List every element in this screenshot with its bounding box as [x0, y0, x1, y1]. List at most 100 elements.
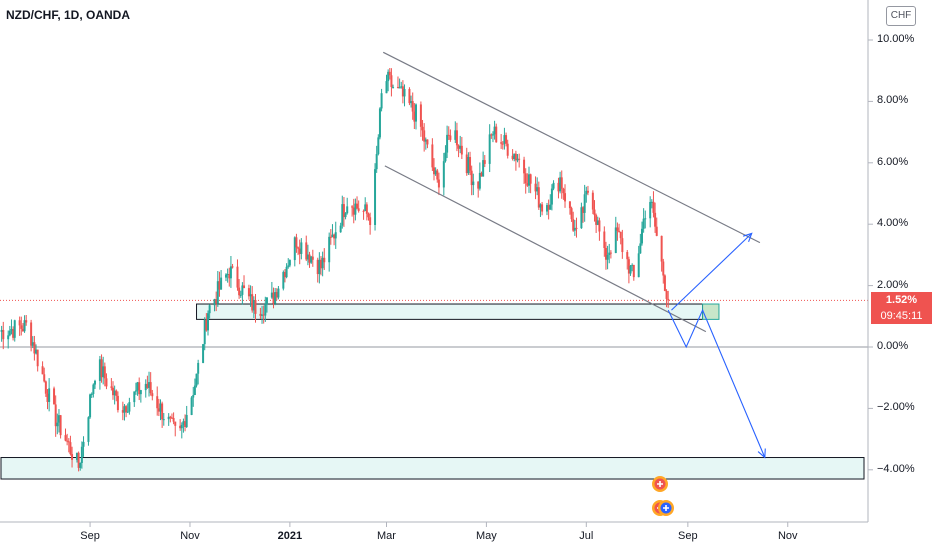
candle-body	[305, 242, 308, 260]
candle	[328, 232, 331, 272]
candle-body	[288, 260, 291, 266]
candle-body	[436, 170, 439, 180]
candle	[259, 307, 262, 319]
candle	[378, 107, 381, 140]
candle	[654, 202, 657, 233]
candle-body	[172, 417, 175, 422]
candle-body	[90, 394, 93, 396]
x-tick-label: Nov	[180, 530, 200, 542]
candle-body	[596, 220, 599, 225]
currency-button[interactable]: CHF	[886, 6, 916, 26]
candle-body	[48, 388, 51, 402]
candle	[500, 134, 503, 149]
candle	[523, 156, 526, 184]
candle-body	[537, 187, 540, 208]
symbol-title[interactable]: NZD/CHF, 1D, OANDA	[6, 8, 131, 22]
candle-body	[249, 294, 252, 297]
x-tick-label: Sep	[80, 530, 100, 542]
candle-body	[54, 404, 57, 427]
candle	[197, 359, 200, 385]
candle-body	[377, 137, 380, 155]
candle	[333, 233, 336, 246]
candle-body	[30, 322, 33, 346]
candle	[444, 145, 447, 163]
candle	[662, 258, 665, 284]
candle	[385, 74, 388, 94]
candle	[236, 259, 239, 291]
candle-body	[536, 187, 539, 192]
candle-body	[66, 440, 69, 442]
candle	[146, 375, 149, 389]
candle	[126, 403, 129, 414]
candle-body	[334, 232, 337, 239]
candle	[421, 119, 424, 141]
candle	[98, 355, 101, 390]
candle	[539, 203, 542, 217]
candle	[103, 362, 106, 387]
candle	[67, 438, 70, 453]
y-tick-label: 4.00%	[877, 217, 909, 230]
candle-body	[446, 134, 449, 153]
candle	[609, 250, 612, 259]
candle	[480, 171, 483, 177]
event-icon	[658, 500, 675, 516]
candle	[264, 296, 267, 322]
candle-body	[346, 206, 349, 214]
candle	[631, 263, 634, 272]
candle-body	[116, 395, 119, 411]
candle-body	[547, 205, 550, 210]
candle	[559, 171, 562, 194]
candle	[136, 381, 139, 396]
candle	[411, 92, 414, 120]
candle	[365, 202, 368, 221]
candle-body	[80, 446, 83, 463]
candle	[208, 304, 211, 319]
candle-body	[367, 213, 370, 218]
candle-body	[41, 366, 44, 375]
candle-body	[35, 349, 38, 354]
candle-body	[202, 344, 205, 363]
candle	[552, 180, 555, 191]
candle-body	[627, 259, 630, 274]
candle	[603, 226, 606, 257]
candle	[665, 289, 668, 308]
candle	[351, 205, 354, 217]
candle-body	[264, 304, 267, 316]
candle-body	[631, 264, 634, 266]
candle	[575, 217, 578, 238]
candle	[64, 428, 67, 442]
candle-body	[231, 266, 234, 268]
candle-body	[609, 252, 612, 254]
candle-body	[139, 390, 142, 395]
candle-body	[410, 101, 413, 104]
candle	[205, 313, 208, 332]
candle	[414, 103, 417, 130]
candle-body	[390, 75, 393, 88]
candle-body	[71, 454, 74, 460]
candle	[362, 209, 365, 220]
candle	[57, 409, 60, 433]
candle-body	[251, 294, 254, 311]
candlesticks	[0, 67, 670, 472]
candle	[644, 210, 647, 229]
candle-body	[13, 320, 16, 338]
candle-body	[354, 203, 357, 215]
candle-body	[434, 170, 437, 175]
candle	[59, 414, 62, 439]
candle-body	[261, 314, 264, 316]
candle-body	[459, 145, 462, 149]
candle-body	[229, 266, 232, 279]
candle	[252, 296, 255, 319]
candle-body	[318, 259, 321, 275]
candle	[218, 271, 221, 297]
candle-body	[534, 183, 537, 192]
candle-body	[529, 174, 532, 184]
candle-body	[321, 257, 324, 269]
candle-body	[477, 181, 480, 189]
event-markers	[652, 476, 675, 516]
candle-body	[295, 237, 298, 248]
candle	[447, 126, 450, 141]
candle-body	[400, 86, 403, 88]
candle	[346, 197, 349, 215]
